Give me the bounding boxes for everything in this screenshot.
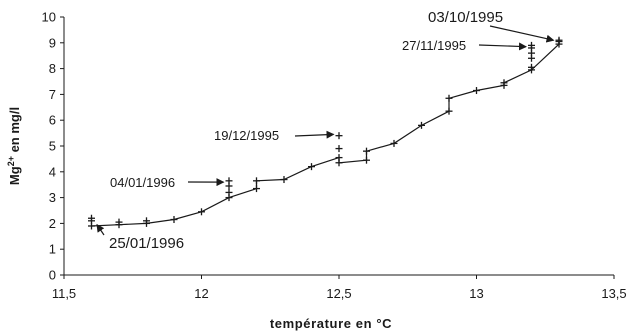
y-tick-label: 9 (49, 35, 56, 50)
y-axis-title-superscript: 2+ (6, 156, 16, 166)
y-tick-label: 10 (42, 10, 56, 25)
y-tick-label: 3 (49, 190, 56, 205)
x-tick-label: 12,5 (326, 286, 351, 301)
annotation-arrow (96, 223, 105, 236)
annotations: 03/10/1995 27/11/1995 19/12/1995 04/01/1996… (96, 9, 555, 252)
data-point-marker (390, 139, 398, 147)
y-axis-title: Mg2+ en mg/l (6, 107, 22, 185)
annotation: 03/10/1995 (428, 9, 555, 43)
data-point-marker (528, 63, 535, 71)
annotation: 19/12/1995 (214, 128, 335, 143)
extra-markers (88, 36, 563, 226)
annotation: 25/01/1996 (96, 223, 184, 252)
annotation-arrow (489, 25, 555, 43)
data-point-marker (363, 147, 370, 155)
data-point-marker (88, 214, 95, 222)
data-point-marker (308, 163, 315, 171)
annotation-arrow (478, 42, 527, 51)
annotation-label: 27/11/1995 (402, 38, 466, 53)
data-point-marker (500, 79, 508, 87)
x-tick-label: 13 (469, 286, 483, 301)
data-point-marker (335, 145, 343, 153)
data-point-marker (253, 177, 260, 185)
y-tick-label: 8 (49, 61, 56, 76)
data-point-marker (198, 208, 205, 216)
y-tick-label: 6 (49, 113, 56, 128)
y-tick-label: 4 (49, 164, 56, 179)
y-axis-title-rest: en mg/l (7, 107, 22, 156)
annotation-label: 03/10/1995 (428, 9, 503, 26)
series-line (91, 41, 560, 227)
series-layer (88, 38, 563, 230)
x-tick-label: 11,5 (52, 286, 76, 301)
data-point-marker (445, 107, 453, 115)
y-tick-label: 0 (49, 268, 56, 283)
y-tick-label: 7 (49, 87, 56, 102)
x-ticks: 11,5 12 12,5 13 13,5 (52, 275, 627, 301)
y-tick-label: 2 (49, 216, 56, 231)
x-tick-label: 12 (194, 286, 208, 301)
data-point-marker (555, 36, 563, 44)
data-point-marker (335, 132, 343, 140)
annotation: 04/01/1996 (110, 175, 225, 190)
data-point-marker (115, 218, 123, 226)
y-axis-title-main: Mg (7, 166, 22, 185)
y-tick-label: 5 (49, 139, 56, 154)
annotation-label: 04/01/1996 (110, 175, 175, 190)
data-point-marker (280, 176, 288, 184)
data-point-marker (225, 188, 233, 196)
annotation: 27/11/1995 (402, 38, 527, 53)
data-point-marker (253, 185, 260, 193)
annotation-label: 25/01/1996 (109, 235, 184, 252)
data-point-marker (473, 87, 480, 95)
y-ticks: 0 1 2 3 4 5 6 7 8 9 10 (42, 10, 64, 283)
data-point-marker (335, 159, 343, 167)
y-tick-label: 1 (49, 242, 56, 257)
data-point-marker (170, 216, 178, 224)
data-point-marker (363, 156, 370, 164)
data-point-marker (528, 41, 535, 49)
annotation-arrow (294, 130, 335, 139)
data-point-marker (143, 217, 150, 225)
x-axis-title: température en °C (270, 316, 392, 331)
data-point-marker (445, 94, 453, 102)
annotation-label: 19/12/1995 (214, 128, 279, 143)
data-point-marker (225, 177, 233, 185)
x-tick-label: 13,5 (601, 286, 626, 301)
data-point-marker (418, 121, 425, 129)
